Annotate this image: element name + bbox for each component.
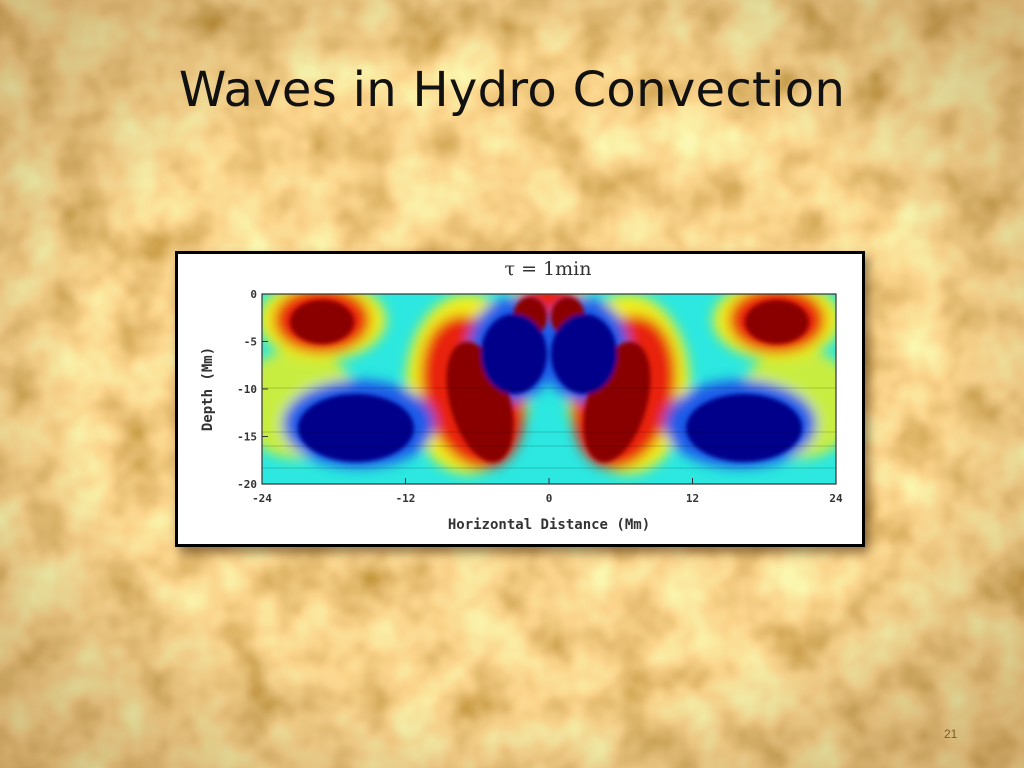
y-tick-label: 0	[250, 288, 257, 301]
x-tick-label: -12	[396, 492, 416, 505]
x-tick-label: 0	[546, 492, 553, 505]
heatmap	[262, 294, 836, 484]
y-tick-label: -10	[237, 383, 257, 396]
x-tick-label: 12	[686, 492, 699, 505]
x-axis: -24 -12 0 12 24	[252, 478, 843, 505]
y-axis-label: Depth (Mm)	[200, 347, 216, 431]
plot-title: τ = 1min	[505, 258, 592, 280]
y-tick-label: -5	[244, 336, 257, 349]
x-axis-label: Horizontal Distance (Mm)	[448, 517, 650, 533]
convection-wave-figure: τ = 1min	[175, 251, 865, 547]
x-tick-label: -24	[252, 492, 272, 505]
y-tick-label: -20	[237, 478, 257, 491]
slide-number: 21	[944, 727, 958, 741]
y-tick-label: -15	[237, 431, 257, 444]
x-tick-label: 24	[829, 492, 843, 505]
y-axis: 0 -5 -10 -15 -20	[237, 288, 268, 491]
slide-title: Waves in Hydro Convection	[178, 62, 846, 118]
figure-svg: τ = 1min	[200, 258, 843, 533]
